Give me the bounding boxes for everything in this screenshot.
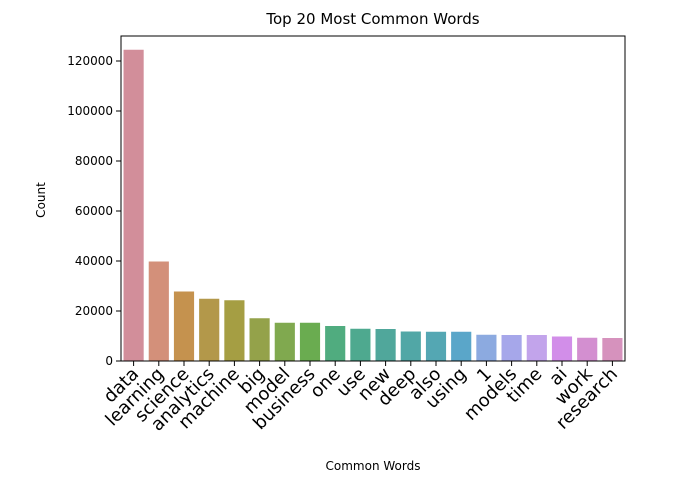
y-tick-label: 20000 — [75, 304, 113, 318]
bar-using — [451, 331, 472, 361]
bar-use — [350, 328, 371, 361]
y-tick-label: 60000 — [75, 204, 113, 218]
x-axis: datalearningscienceanalyticsmachinebigmo… — [100, 361, 622, 435]
y-tick-label: 80000 — [75, 154, 113, 168]
bar-time — [526, 335, 547, 361]
chart-title: Top 20 Most Common Words — [265, 10, 479, 28]
bar-models — [501, 335, 522, 361]
bar-analytics — [199, 298, 220, 361]
y-tick-label: 120000 — [67, 54, 113, 68]
y-tick-label: 0 — [105, 354, 113, 368]
bars-group — [123, 49, 623, 361]
bar-business — [299, 322, 321, 361]
y-tick-label: 40000 — [75, 254, 113, 268]
plot-frame — [120, 35, 626, 362]
y-tick-label: 100000 — [67, 104, 113, 118]
bar-model — [274, 322, 295, 361]
bar-one — [325, 326, 346, 361]
bar-1 — [476, 334, 497, 361]
bar-big — [249, 318, 270, 361]
bar-new — [375, 329, 396, 361]
bar-machine — [224, 300, 245, 361]
y-axis-label: Count — [34, 182, 48, 218]
bar-also — [425, 331, 447, 361]
bar-data — [123, 49, 144, 361]
bar-ai — [551, 336, 573, 361]
bar-research — [602, 338, 623, 361]
x-axis-label: Common Words — [326, 459, 421, 473]
bar-learning — [148, 261, 169, 361]
bar-work — [577, 337, 598, 361]
bar-deep — [400, 331, 421, 361]
y-axis: 0 20000 40000 60000 80000 100000 120000 — [67, 54, 121, 368]
bar-science — [173, 291, 195, 361]
